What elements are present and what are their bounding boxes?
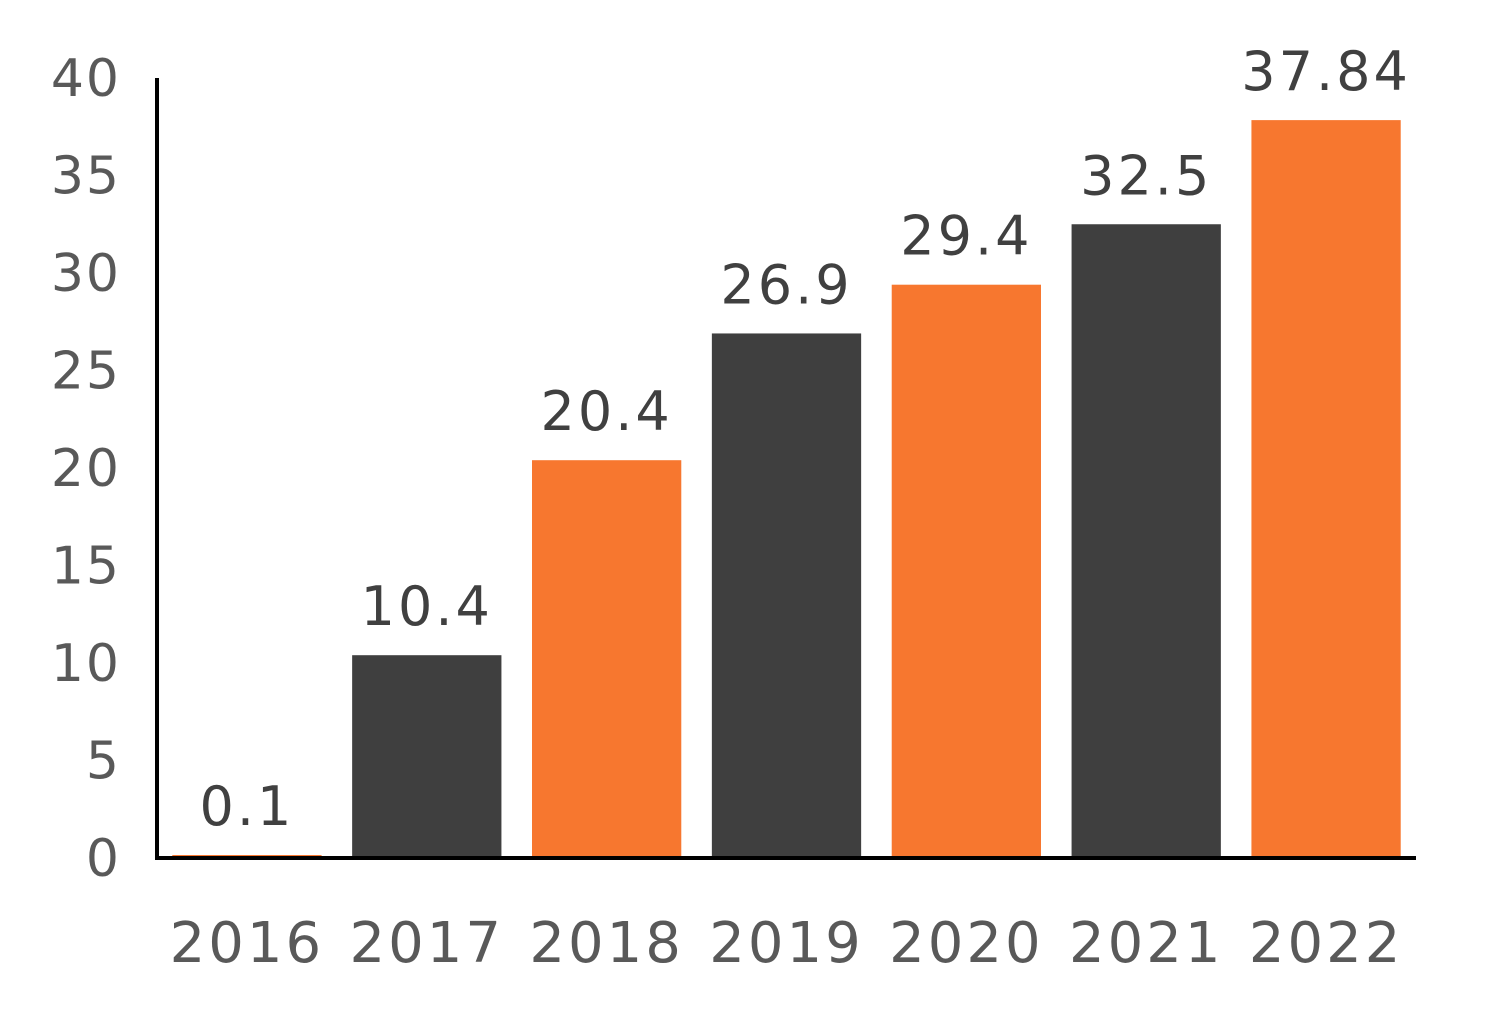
bar-2021 — [1071, 224, 1221, 858]
bar-2020 — [891, 284, 1041, 858]
data-label-2020: 29.4 — [900, 205, 1032, 268]
y-tick-label-0: 0 — [86, 829, 121, 889]
y-axis-tick-labels: 0 5 10 15 20 25 30 35 40 — [51, 49, 121, 889]
bars — [172, 120, 1401, 859]
y-tick-label-30: 30 — [51, 244, 121, 304]
data-label-2016: 0.1 — [199, 775, 294, 838]
bar-2017 — [352, 655, 502, 858]
bar-2019 — [711, 333, 862, 858]
y-tick-label-5: 5 — [86, 732, 121, 792]
x-tick-label-2019: 2019 — [709, 911, 864, 976]
bar-2022 — [1251, 120, 1401, 859]
x-tick-label-2022: 2022 — [1249, 911, 1404, 976]
y-tick-label-20: 20 — [51, 439, 121, 499]
data-label-2022: 37.84 — [1241, 40, 1411, 103]
x-tick-label-2021: 2021 — [1069, 911, 1224, 976]
data-label-2021: 32.5 — [1080, 144, 1212, 207]
x-tick-label-2017: 2017 — [350, 911, 505, 976]
y-tick-label-10: 10 — [51, 634, 121, 694]
y-tick-label-15: 15 — [51, 537, 121, 597]
y-tick-label-35: 35 — [51, 147, 121, 207]
data-label-2019: 26.9 — [720, 253, 852, 316]
x-tick-label-2020: 2020 — [889, 911, 1044, 976]
x-tick-label-2018: 2018 — [529, 911, 684, 976]
bar-2018 — [532, 460, 682, 858]
x-tick-label-2016: 2016 — [170, 911, 325, 976]
data-labels: 0.1 10.4 20.4 26.9 29.4 32.5 37.84 — [199, 40, 1411, 838]
data-label-2017: 10.4 — [361, 575, 493, 638]
y-tick-label-25: 25 — [51, 342, 121, 402]
data-label-2018: 20.4 — [541, 380, 673, 443]
y-tick-label-40: 40 — [51, 49, 121, 109]
x-axis-tick-labels: 2016 2017 2018 2019 2020 2021 2022 — [170, 911, 1404, 976]
